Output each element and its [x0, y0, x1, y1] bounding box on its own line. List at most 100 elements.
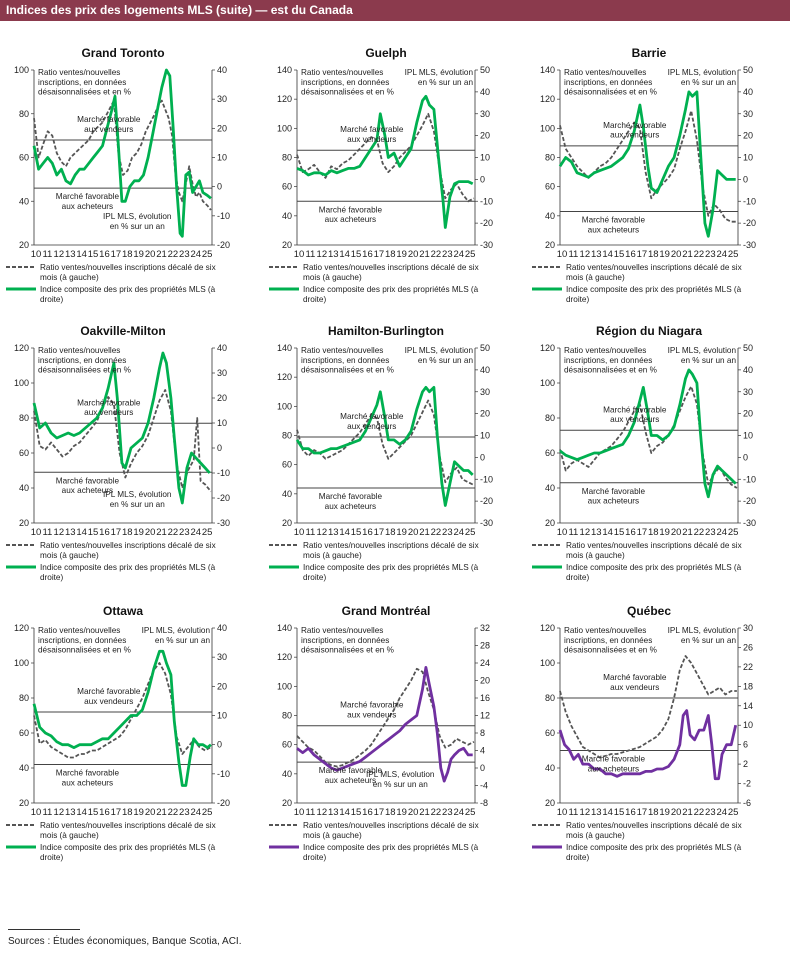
x-tick-label: 15 — [88, 249, 99, 260]
sellers-market-annotation: Marché favorable — [603, 405, 667, 414]
legend-label-price-index: Indice composite des prix des propriétés… — [40, 563, 216, 572]
left-tick-label: 60 — [282, 740, 292, 750]
price-index-series-line — [32, 351, 211, 505]
x-tick-label: 19 — [396, 527, 407, 538]
x-tick-label: 15 — [614, 807, 625, 818]
ratio-series-line — [559, 385, 738, 489]
ipl-annotation: en % sur un an — [681, 636, 737, 645]
right-tick-label: 10 — [743, 153, 753, 163]
right-tick-label: 16 — [480, 693, 490, 703]
left-tick-label: 40 — [19, 196, 29, 206]
x-tick-label: 25 — [728, 807, 739, 818]
buyers-market-annotation: Marché favorable — [56, 769, 120, 778]
buyers-market-annotation: aux acheteurs — [325, 215, 376, 224]
right-tick-label: 20 — [743, 409, 753, 419]
chart-6: Région du Niagara20406080100120-30-20-10… — [532, 324, 756, 582]
x-tick-label: 15 — [88, 527, 99, 538]
right-tick-label: 10 — [743, 720, 753, 730]
ratio-series-line — [296, 399, 475, 486]
legend-label-ratio: Ratio ventes/nouvelles inscriptions déca… — [566, 263, 742, 272]
x-tick-label: 19 — [396, 249, 407, 260]
left-tick-label: 140 — [277, 343, 292, 353]
x-tick-label: 11 — [42, 249, 52, 260]
x-tick-label: 17 — [374, 527, 385, 538]
chart-9: Québec20406080100120-6-22610141822263010… — [532, 604, 753, 862]
legend-label-ratio: mois (à gauche) — [303, 551, 362, 560]
ipl-annotation: en % sur un an — [155, 636, 211, 645]
x-tick-label: 19 — [133, 249, 144, 260]
x-tick-label: 22 — [168, 249, 179, 260]
buyers-market-annotation: aux acheteurs — [588, 497, 639, 506]
left-tick-label: 80 — [19, 693, 29, 703]
sellers-market-annotation: aux vendeurs — [610, 415, 659, 424]
x-tick-label: 17 — [111, 527, 122, 538]
right-tick-label: 10 — [743, 431, 753, 441]
x-tick-label: 10 — [294, 249, 305, 260]
x-tick-label: 13 — [328, 249, 339, 260]
legend-label-ratio: Ratio ventes/nouvelles inscriptions déca… — [40, 263, 216, 272]
right-tick-label: 20 — [480, 676, 490, 686]
x-tick-label: 20 — [145, 807, 156, 818]
x-tick-label: 18 — [122, 807, 133, 818]
sellers-market-annotation: aux vendeurs — [347, 135, 396, 144]
left-tick-label: 60 — [19, 448, 29, 458]
legend-label-ratio: Ratio ventes/nouvelles inscriptions déca… — [566, 541, 742, 550]
chart-1: Grand Toronto20406080100-20-100102030401… — [6, 46, 230, 304]
left-tick-label: 40 — [282, 211, 292, 221]
ipl-annotation: en % sur un an — [373, 780, 429, 789]
x-tick-label: 17 — [111, 249, 122, 260]
x-tick-label: 16 — [99, 807, 110, 818]
right-tick-label: -10 — [480, 474, 493, 484]
ratio-annotation: inscriptions, en données — [38, 78, 126, 87]
right-tick-label: 20 — [217, 681, 227, 691]
x-tick-label: 12 — [317, 807, 328, 818]
price-index-series-line — [32, 68, 212, 238]
legend-label-price-index: Indice composite des prix des propriétés… — [40, 285, 216, 294]
x-tick-label: 11 — [568, 527, 578, 538]
left-tick-label: 80 — [19, 413, 29, 423]
right-tick-label: -10 — [217, 468, 230, 478]
left-tick-label: 60 — [545, 728, 555, 738]
sellers-market-annotation: Marché favorable — [77, 115, 141, 124]
right-tick-label: 30 — [743, 623, 753, 633]
left-tick-label: 100 — [540, 123, 555, 133]
chart-5: Hamilton-Burlington20406080100120140-30-… — [269, 324, 493, 582]
right-tick-label: 0 — [217, 740, 222, 750]
x-tick-label: 20 — [408, 249, 419, 260]
right-tick-label: 50 — [480, 65, 490, 75]
right-tick-label: 26 — [743, 642, 753, 652]
ratio-annotation: Ratio ventes/nouvelles — [301, 68, 383, 77]
left-tick-label: 140 — [277, 623, 292, 633]
chart-3: Barrie20406080100120140-30-20-1001020304… — [532, 46, 756, 304]
ratio-annotation: inscriptions, en données — [301, 636, 389, 645]
legend-label-price-index: Indice composite des prix des propriétés… — [40, 843, 216, 852]
legend-label-ratio: mois (à gauche) — [303, 273, 362, 282]
x-tick-label: 22 — [431, 249, 442, 260]
right-tick-label: 10 — [480, 153, 490, 163]
header-banner: Indices des prix des logements MLS (suit… — [0, 0, 790, 21]
x-tick-label: 24 — [453, 249, 464, 260]
x-tick-label: 20 — [145, 249, 156, 260]
x-tick-label: 23 — [705, 249, 716, 260]
right-tick-label: -10 — [217, 211, 230, 221]
ipl-annotation: en % sur un an — [681, 78, 737, 87]
right-tick-label: 14 — [743, 701, 753, 711]
x-tick-label: 12 — [317, 527, 328, 538]
legend-label-ratio: Ratio ventes/nouvelles inscriptions déca… — [40, 821, 216, 830]
left-tick-label: 20 — [19, 240, 29, 250]
ratio-annotation: Ratio ventes/nouvelles — [301, 626, 383, 635]
legend-label-ratio: mois (à gauche) — [566, 273, 625, 282]
x-tick-label: 18 — [648, 527, 659, 538]
x-tick-label: 14 — [602, 527, 613, 538]
right-tick-label: -30 — [743, 518, 756, 528]
x-tick-label: 21 — [156, 249, 167, 260]
price-index-series-line — [296, 94, 474, 229]
sellers-market-annotation: aux vendeurs — [84, 408, 133, 417]
x-tick-label: 11 — [305, 527, 315, 538]
x-tick-label: 23 — [442, 527, 453, 538]
x-tick-label: 16 — [362, 527, 373, 538]
right-tick-label: -20 — [743, 496, 756, 506]
x-tick-label: 10 — [31, 807, 42, 818]
x-tick-label: 20 — [671, 249, 682, 260]
ipl-annotation: en % sur un an — [681, 356, 737, 365]
